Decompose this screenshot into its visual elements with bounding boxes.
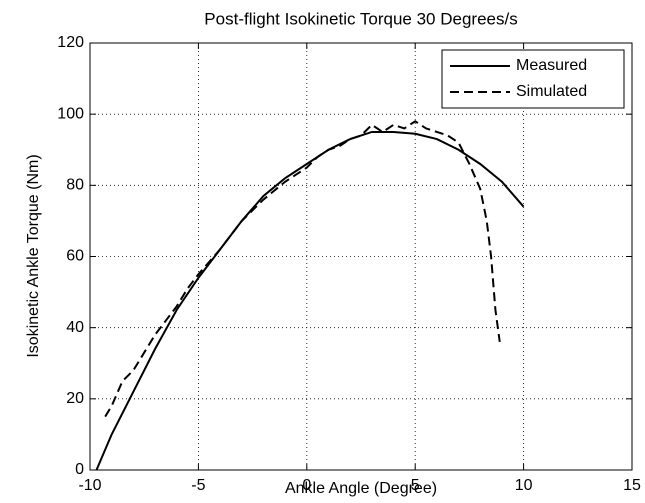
x-axis-label: Ankle Angle (Degree) — [285, 480, 437, 497]
y-tick-label: 100 — [57, 105, 84, 122]
y-tick-label: 60 — [66, 248, 84, 265]
x-tick-label: -10 — [78, 477, 101, 494]
chart-title: Post-flight Isokinetic Torque 30 Degrees… — [204, 9, 517, 28]
data-line — [104, 120, 501, 418]
y-axis-label: Isokinetic Ankle Torque (Nm) — [25, 154, 42, 357]
x-tick-label: 15 — [623, 477, 641, 494]
x-tick-label: -5 — [191, 477, 205, 494]
plot-frame — [89, 42, 633, 471]
legend-box — [441, 49, 625, 109]
legend-label: Simulated — [516, 83, 587, 100]
x-tick-label: 5 — [411, 477, 420, 494]
y-tick-label: 120 — [57, 34, 84, 51]
y-tick-label: 80 — [66, 177, 84, 194]
y-tick-label: 20 — [66, 390, 84, 407]
legend-label: Measured — [516, 57, 587, 74]
y-tick-label: 0 — [75, 461, 84, 478]
y-tick-label: 40 — [66, 319, 84, 336]
x-tick-label: 0 — [302, 477, 311, 494]
data-line — [95, 130, 525, 471]
x-tick-label: 10 — [515, 477, 533, 494]
